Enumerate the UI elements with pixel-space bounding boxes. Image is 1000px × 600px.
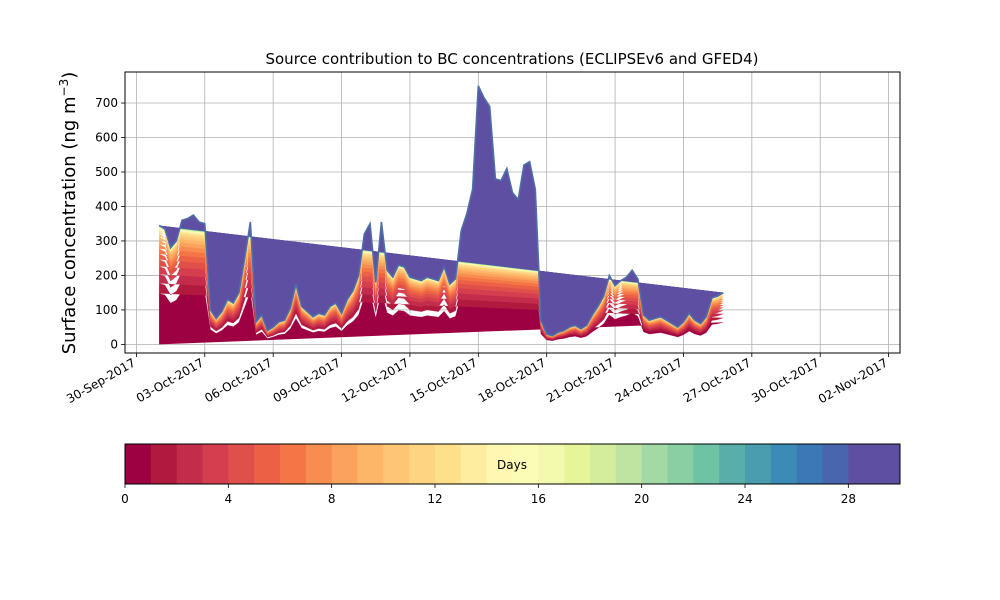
colorbar-band-day-23 xyxy=(719,444,746,484)
colorbar-band-day-2 xyxy=(176,444,203,484)
x-tick-label: 03-Oct-2017 xyxy=(134,355,206,405)
y-tick-label: 0 xyxy=(110,337,118,351)
x-tick-label: 21-Oct-2017 xyxy=(544,355,616,405)
y-axis-label-close: ) xyxy=(59,72,80,79)
colorbar-band-day-5 xyxy=(254,444,281,484)
x-tick-label: 06-Oct-2017 xyxy=(202,355,274,405)
x-tick-label: 15-Oct-2017 xyxy=(407,355,479,405)
y-tick-label: 100 xyxy=(95,303,118,317)
y-tick-label: 600 xyxy=(95,131,118,145)
colorbar-band-day-18 xyxy=(590,444,617,484)
x-tick-label: 12-Oct-2017 xyxy=(339,355,411,405)
x-tick-label: 18-Oct-2017 xyxy=(476,355,548,405)
plot-frame xyxy=(124,71,901,354)
colorbar-band-day-29 xyxy=(874,444,901,484)
total-series-line xyxy=(158,85,724,337)
colorbar-band-day-24 xyxy=(745,444,772,484)
colorbar-tick-label: 16 xyxy=(531,492,546,506)
colorbar-band-day-14 xyxy=(486,444,513,484)
colorbar: Days 0 4 8 12 16 20 24 28 xyxy=(121,443,901,506)
colorbar-band-day-28 xyxy=(848,444,875,484)
colorbar-tick-label: 12 xyxy=(427,492,442,506)
x-tick-label: 24-Oct-2017 xyxy=(613,355,685,405)
colorbar-band-day-10 xyxy=(383,444,410,484)
colorbar-label: Days xyxy=(497,458,527,472)
colorbar-band-day-6 xyxy=(280,444,307,484)
y-tick-label: 200 xyxy=(95,268,118,282)
y-tick-label: 400 xyxy=(95,199,118,213)
colorbar-band-day-4 xyxy=(228,444,255,484)
colorbar-band-day-3 xyxy=(202,444,229,484)
colorbar-band-day-0 xyxy=(125,444,152,484)
colorbar-band-day-11 xyxy=(409,444,436,484)
x-tick-label: 30-Sep-2017 xyxy=(64,355,138,406)
x-tick-label: 02-Nov-2017 xyxy=(816,355,890,406)
colorbar-tick-label: 0 xyxy=(121,492,129,506)
colorbar-band-day-20 xyxy=(641,444,668,484)
colorbar-band-day-26 xyxy=(796,444,823,484)
colorbar-tick-label: 4 xyxy=(225,492,233,506)
y-axis-label: Surface concentration (ng m−3) xyxy=(57,72,80,355)
colorbar-band-day-15 xyxy=(512,444,539,484)
y-tick-label: 700 xyxy=(95,96,118,110)
colorbar-band-day-22 xyxy=(693,444,720,484)
colorbar-band-day-21 xyxy=(667,444,694,484)
chart-title: Source contribution to BC concentrations… xyxy=(265,50,758,68)
colorbar-band-day-17 xyxy=(564,444,591,484)
colorbar-bands xyxy=(125,444,901,484)
colorbar-band-day-1 xyxy=(150,444,178,484)
colorbar-band-day-16 xyxy=(538,444,565,484)
y-tick-label: 500 xyxy=(95,165,118,179)
main-plot: 30-Sep-201703-Oct-201706-Oct-201709-Oct-… xyxy=(57,50,901,406)
colorbar-band-day-7 xyxy=(305,444,333,484)
colorbar-tick-label: 24 xyxy=(737,492,752,506)
y-tick-label: 300 xyxy=(95,234,118,248)
y-axis-ticks: 0 100 200 300 400 500 600 700 xyxy=(95,96,125,351)
colorbar-band-day-8 xyxy=(331,444,358,484)
colorbar-band-day-13 xyxy=(460,444,488,484)
colorbar-tick-label: 8 xyxy=(328,492,336,506)
colorbar-tick-label: 20 xyxy=(634,492,649,506)
x-tick-label: 27-Oct-2017 xyxy=(681,355,753,405)
colorbar-band-day-25 xyxy=(770,444,798,484)
x-tick-label: 09-Oct-2017 xyxy=(271,355,343,405)
colorbar-band-day-12 xyxy=(435,444,462,484)
colorbar-band-day-27 xyxy=(822,444,849,484)
y-axis-label-exponent: −3 xyxy=(57,79,71,97)
colorbar-band-day-9 xyxy=(357,444,384,484)
colorbar-tick-label: 28 xyxy=(841,492,856,506)
x-axis-ticks: 30-Sep-201703-Oct-201706-Oct-201709-Oct-… xyxy=(64,353,890,406)
x-tick-label: 30-Oct-2017 xyxy=(749,355,821,405)
colorbar-frame xyxy=(124,443,901,485)
colorbar-band-day-19 xyxy=(615,444,643,484)
colorbar-ticks: 0 4 8 12 16 20 24 28 xyxy=(121,484,856,506)
y-axis-label-main: Surface concentration (ng m xyxy=(59,96,80,354)
